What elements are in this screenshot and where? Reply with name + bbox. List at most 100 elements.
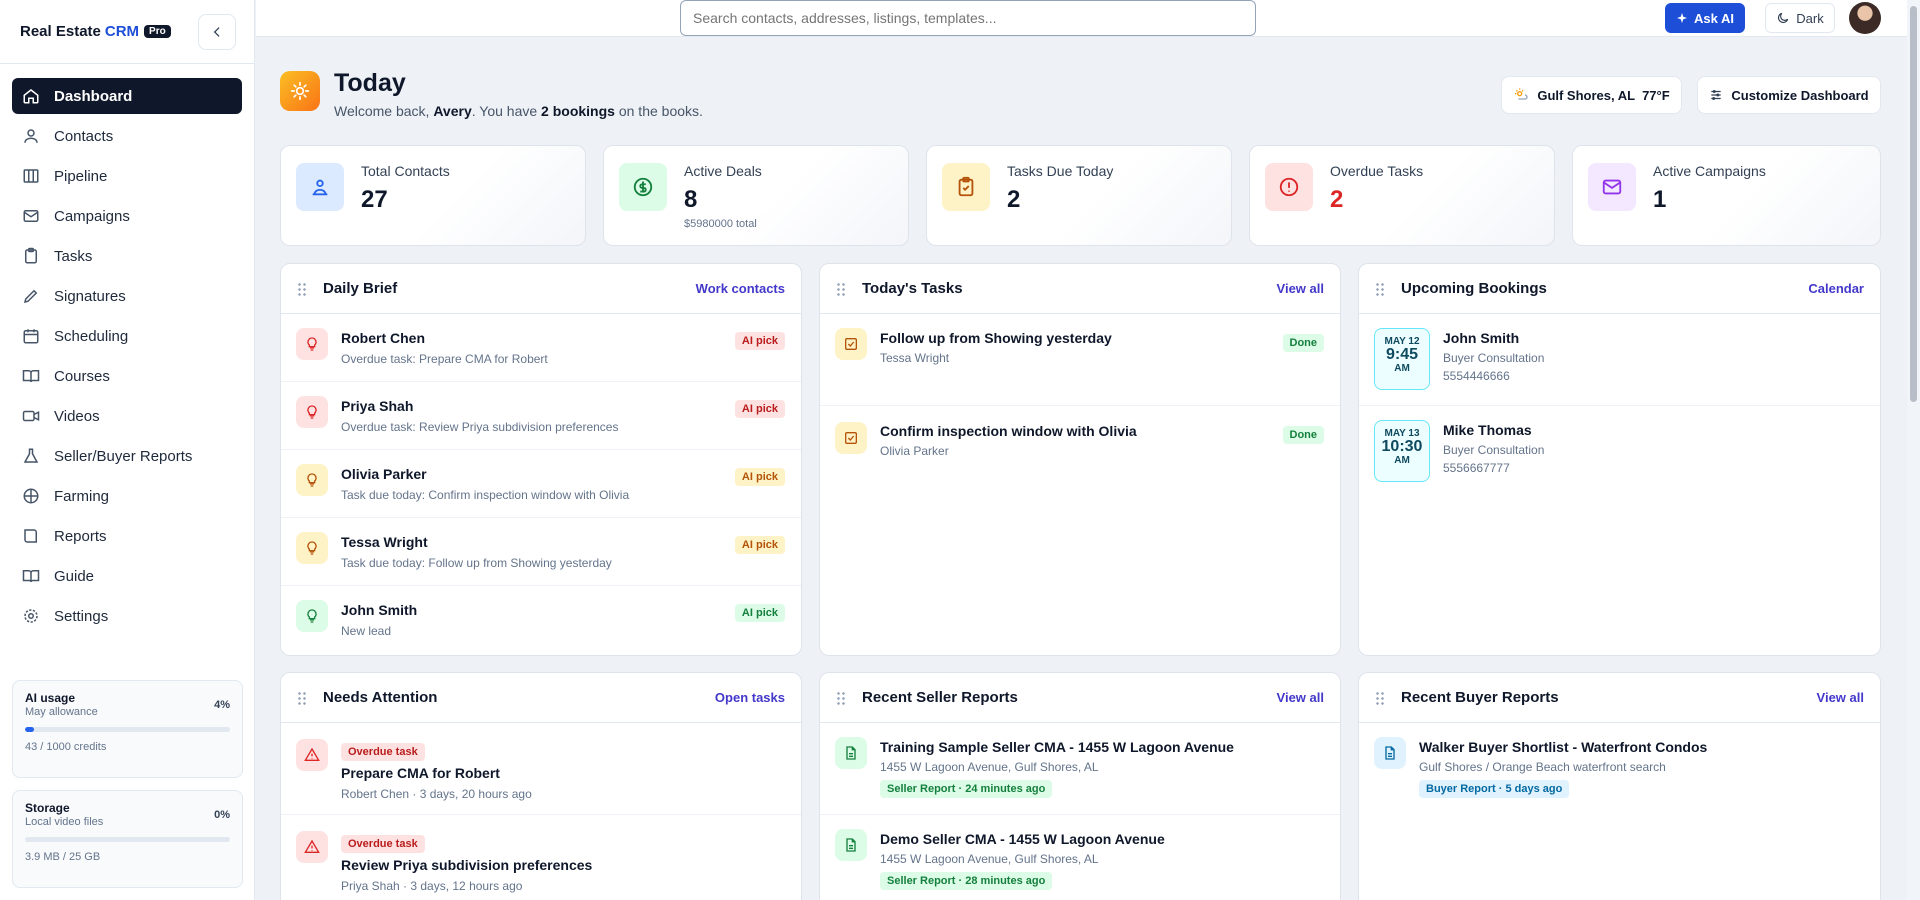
list-item[interactable]: Tessa Wright Task due today: Follow up f… [281,518,801,586]
sidebar-item-label: Dashboard [54,87,133,105]
ask-ai-label: Ask AI [1694,10,1734,26]
ai-pick-badge: AI pick [734,604,785,622]
book-icon [22,367,40,385]
drag-handle-icon[interactable] [836,281,846,296]
list-item[interactable]: Olivia Parker Task due today: Confirm in… [281,450,801,518]
done-badge[interactable]: Done [1282,426,1324,444]
welcome-bookings: 2 bookings [541,103,615,119]
globe-icon [22,487,40,505]
sidebar-item-guide[interactable]: Guide [12,558,242,594]
drag-handle-icon[interactable] [1375,281,1385,296]
sidebar-item-label: Guide [54,567,95,585]
brand-name: Real Estate [20,23,101,40]
weather-widget[interactable]: Gulf Shores, AL 77°F [1501,76,1682,114]
sidebar-item-pipeline[interactable]: Pipeline [12,158,242,194]
contact-name: Olivia Parker [341,466,427,482]
drag-handle-icon[interactable] [1375,690,1385,705]
ai-usage-bar [25,727,230,732]
report-item[interactable]: Walker Buyer Shortlist - Waterfront Cond… [1359,723,1880,815]
sidebar-item-label: Campaigns [54,207,130,225]
sidebar-item-reports[interactable]: Reports [12,518,242,554]
done-badge[interactable]: Done [1282,334,1324,352]
stat-total-contacts[interactable]: Total Contacts 27 [280,145,586,246]
scrollbar-thumb[interactable] [1910,6,1917,402]
attention-item[interactable]: Overdue task Prepare CMA for Robert Robe… [281,723,801,815]
task-contact: Tessa Wright [880,351,950,365]
search-input[interactable] [680,0,1256,36]
sidebar-item-label: Scheduling [54,327,129,345]
attention-item[interactable]: Overdue task Review Priya subdivision pr… [281,815,801,900]
dollar-icon [619,163,667,211]
booking-item[interactable]: MAY 12 9:45 AM John Smith Buyer Consulta… [1359,314,1880,406]
contact-name: John Smith [341,602,418,618]
stat-active-campaigns[interactable]: Active Campaigns 1 [1572,145,1881,246]
card-title: Needs Attention [323,689,438,706]
sidebar-item-scheduling[interactable]: Scheduling [12,318,242,354]
view-all-tasks-link[interactable]: View all [1276,281,1324,296]
dark-mode-label: Dark [1796,10,1824,26]
sidebar-item-campaigns[interactable]: Campaigns [12,198,242,234]
open-tasks-link[interactable]: Open tasks [714,690,785,705]
booking-ampm: AM [1394,455,1410,466]
ask-ai-button[interactable]: Ask AI [1665,3,1745,33]
drag-handle-icon[interactable] [297,281,307,296]
brand-accent: CRM [104,23,140,40]
scrollbar[interactable] [1907,0,1920,900]
list-item[interactable]: Priya Shah Overdue task: Review Priya su… [281,382,801,450]
view-all-buyer-reports-link[interactable]: View all [1816,690,1864,705]
task-item[interactable]: Follow up from Showing yesterday Tessa W… [820,314,1340,406]
list-item[interactable]: Robert Chen Overdue task: Prepare CMA fo… [281,314,801,382]
video-icon [22,407,40,425]
customize-dashboard-button[interactable]: Customize Dashboard [1697,76,1881,114]
upcoming-bookings-card: Upcoming Bookings Calendar MAY 12 9:45 A… [1358,263,1881,656]
dark-mode-toggle[interactable]: Dark [1765,3,1835,33]
booking-name: John Smith [1443,330,1520,346]
collapse-sidebar-button[interactable] [198,14,236,50]
stat-overdue-tasks[interactable]: Overdue Tasks 2 [1249,145,1555,246]
welcome-text: Welcome back, [334,103,434,119]
task-contact: Olivia Parker [880,444,949,458]
pro-badge: Pro [144,25,171,38]
report-subtitle: Gulf Shores / Orange Beach waterfront se… [1419,760,1666,774]
calendar-link[interactable]: Calendar [1808,281,1864,296]
sidebar-item-label: Tasks [54,247,93,265]
sidebar-item-courses[interactable]: Courses [12,358,242,394]
sidebar-item-settings[interactable]: Settings [12,598,242,634]
stat-label: Total Contacts [361,163,450,179]
overdue-tag: Overdue task [341,835,425,853]
sidebar-item-label: Pipeline [54,167,108,185]
stat-active-deals[interactable]: Active Deals 8 $5980000 total [603,145,909,246]
report-item[interactable]: Training Sample Seller CMA - 1455 W Lago… [820,723,1340,815]
weather-text: Gulf Shores, AL 77°F [1537,87,1670,103]
mail-icon [1588,163,1636,211]
stat-value: 1 [1653,186,1667,213]
stat-label: Active Deals [684,163,762,179]
view-all-seller-reports-link[interactable]: View all [1276,690,1324,705]
card-title: Today's Tasks [862,280,963,297]
stat-tasks-due-today[interactable]: Tasks Due Today 2 [926,145,1232,246]
booking-phone: 5556667777 [1443,461,1510,475]
drag-handle-icon[interactable] [297,690,307,705]
work-contacts-link[interactable]: Work contacts [695,281,785,296]
sidebar-item-seller-buyer-reports[interactable]: Seller/Buyer Reports [12,438,242,474]
avatar[interactable] [1849,2,1881,34]
sidebar-item-dashboard[interactable]: Dashboard [12,78,242,114]
card-header: Upcoming Bookings Calendar [1359,264,1880,314]
task-item[interactable]: Confirm inspection window with Olivia Ol… [820,406,1340,474]
ai-usage-percent: 4% [214,699,230,711]
report-item[interactable]: Demo Seller CMA - 1455 W Lagoon Avenue 1… [820,815,1340,900]
sidebar-item-farming[interactable]: Farming [12,478,242,514]
page-header: Today Welcome back, Avery. You have 2 bo… [280,69,1881,129]
drag-handle-icon[interactable] [836,690,846,705]
sidebar-item-signatures[interactable]: Signatures [12,278,242,314]
sidebar-item-tasks[interactable]: Tasks [12,238,242,274]
list-item[interactable]: John Smith New lead AI pick [281,586,801,654]
contact-name: Robert Chen [341,330,425,346]
booking-month: MAY 12 [1384,336,1420,347]
sidebar-item-videos[interactable]: Videos [12,398,242,434]
brand[interactable]: Real Estate CRM Pro [0,0,254,64]
stat-subtext: $5980000 total [684,218,757,230]
document-icon [1374,737,1406,769]
booking-item[interactable]: MAY 13 10:30 AM Mike Thomas Buyer Consul… [1359,406,1880,498]
sidebar-item-contacts[interactable]: Contacts [12,118,242,154]
